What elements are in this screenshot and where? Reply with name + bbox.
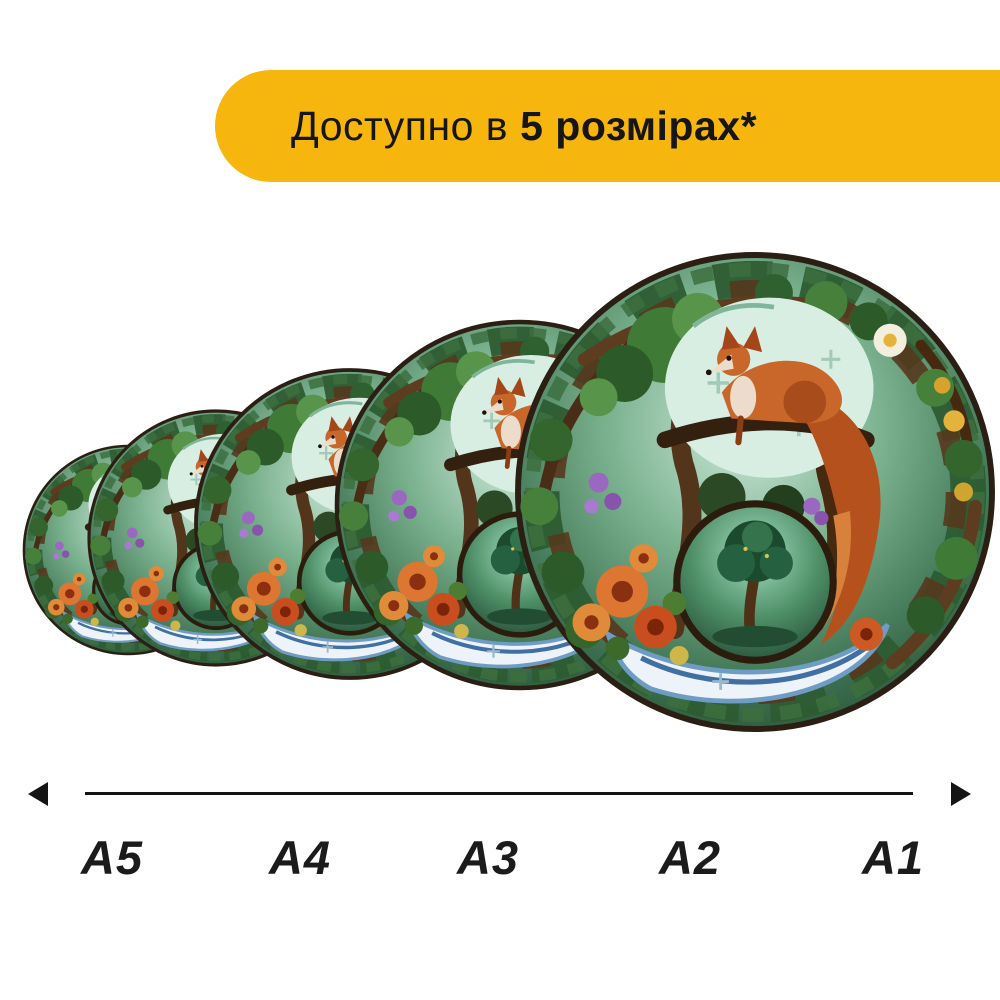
availability-badge: Доступно в 5 розмірах*: [215, 70, 1000, 182]
badge-text: Доступно в: [291, 102, 509, 149]
size-label-a4: A4: [268, 831, 332, 884]
size-label-a5: A5: [80, 831, 144, 884]
size-label-a3: A3: [456, 831, 520, 884]
size-scale-line: [85, 792, 913, 795]
size-label-a2: A2: [658, 831, 722, 884]
size-label-a1: A1: [861, 831, 925, 884]
left-arrow-icon: [28, 782, 48, 806]
right-arrow-icon: [951, 782, 971, 806]
puzzle-circle-a1: [518, 255, 992, 729]
badge-text-highlight: 5 розмірах*: [520, 102, 758, 149]
